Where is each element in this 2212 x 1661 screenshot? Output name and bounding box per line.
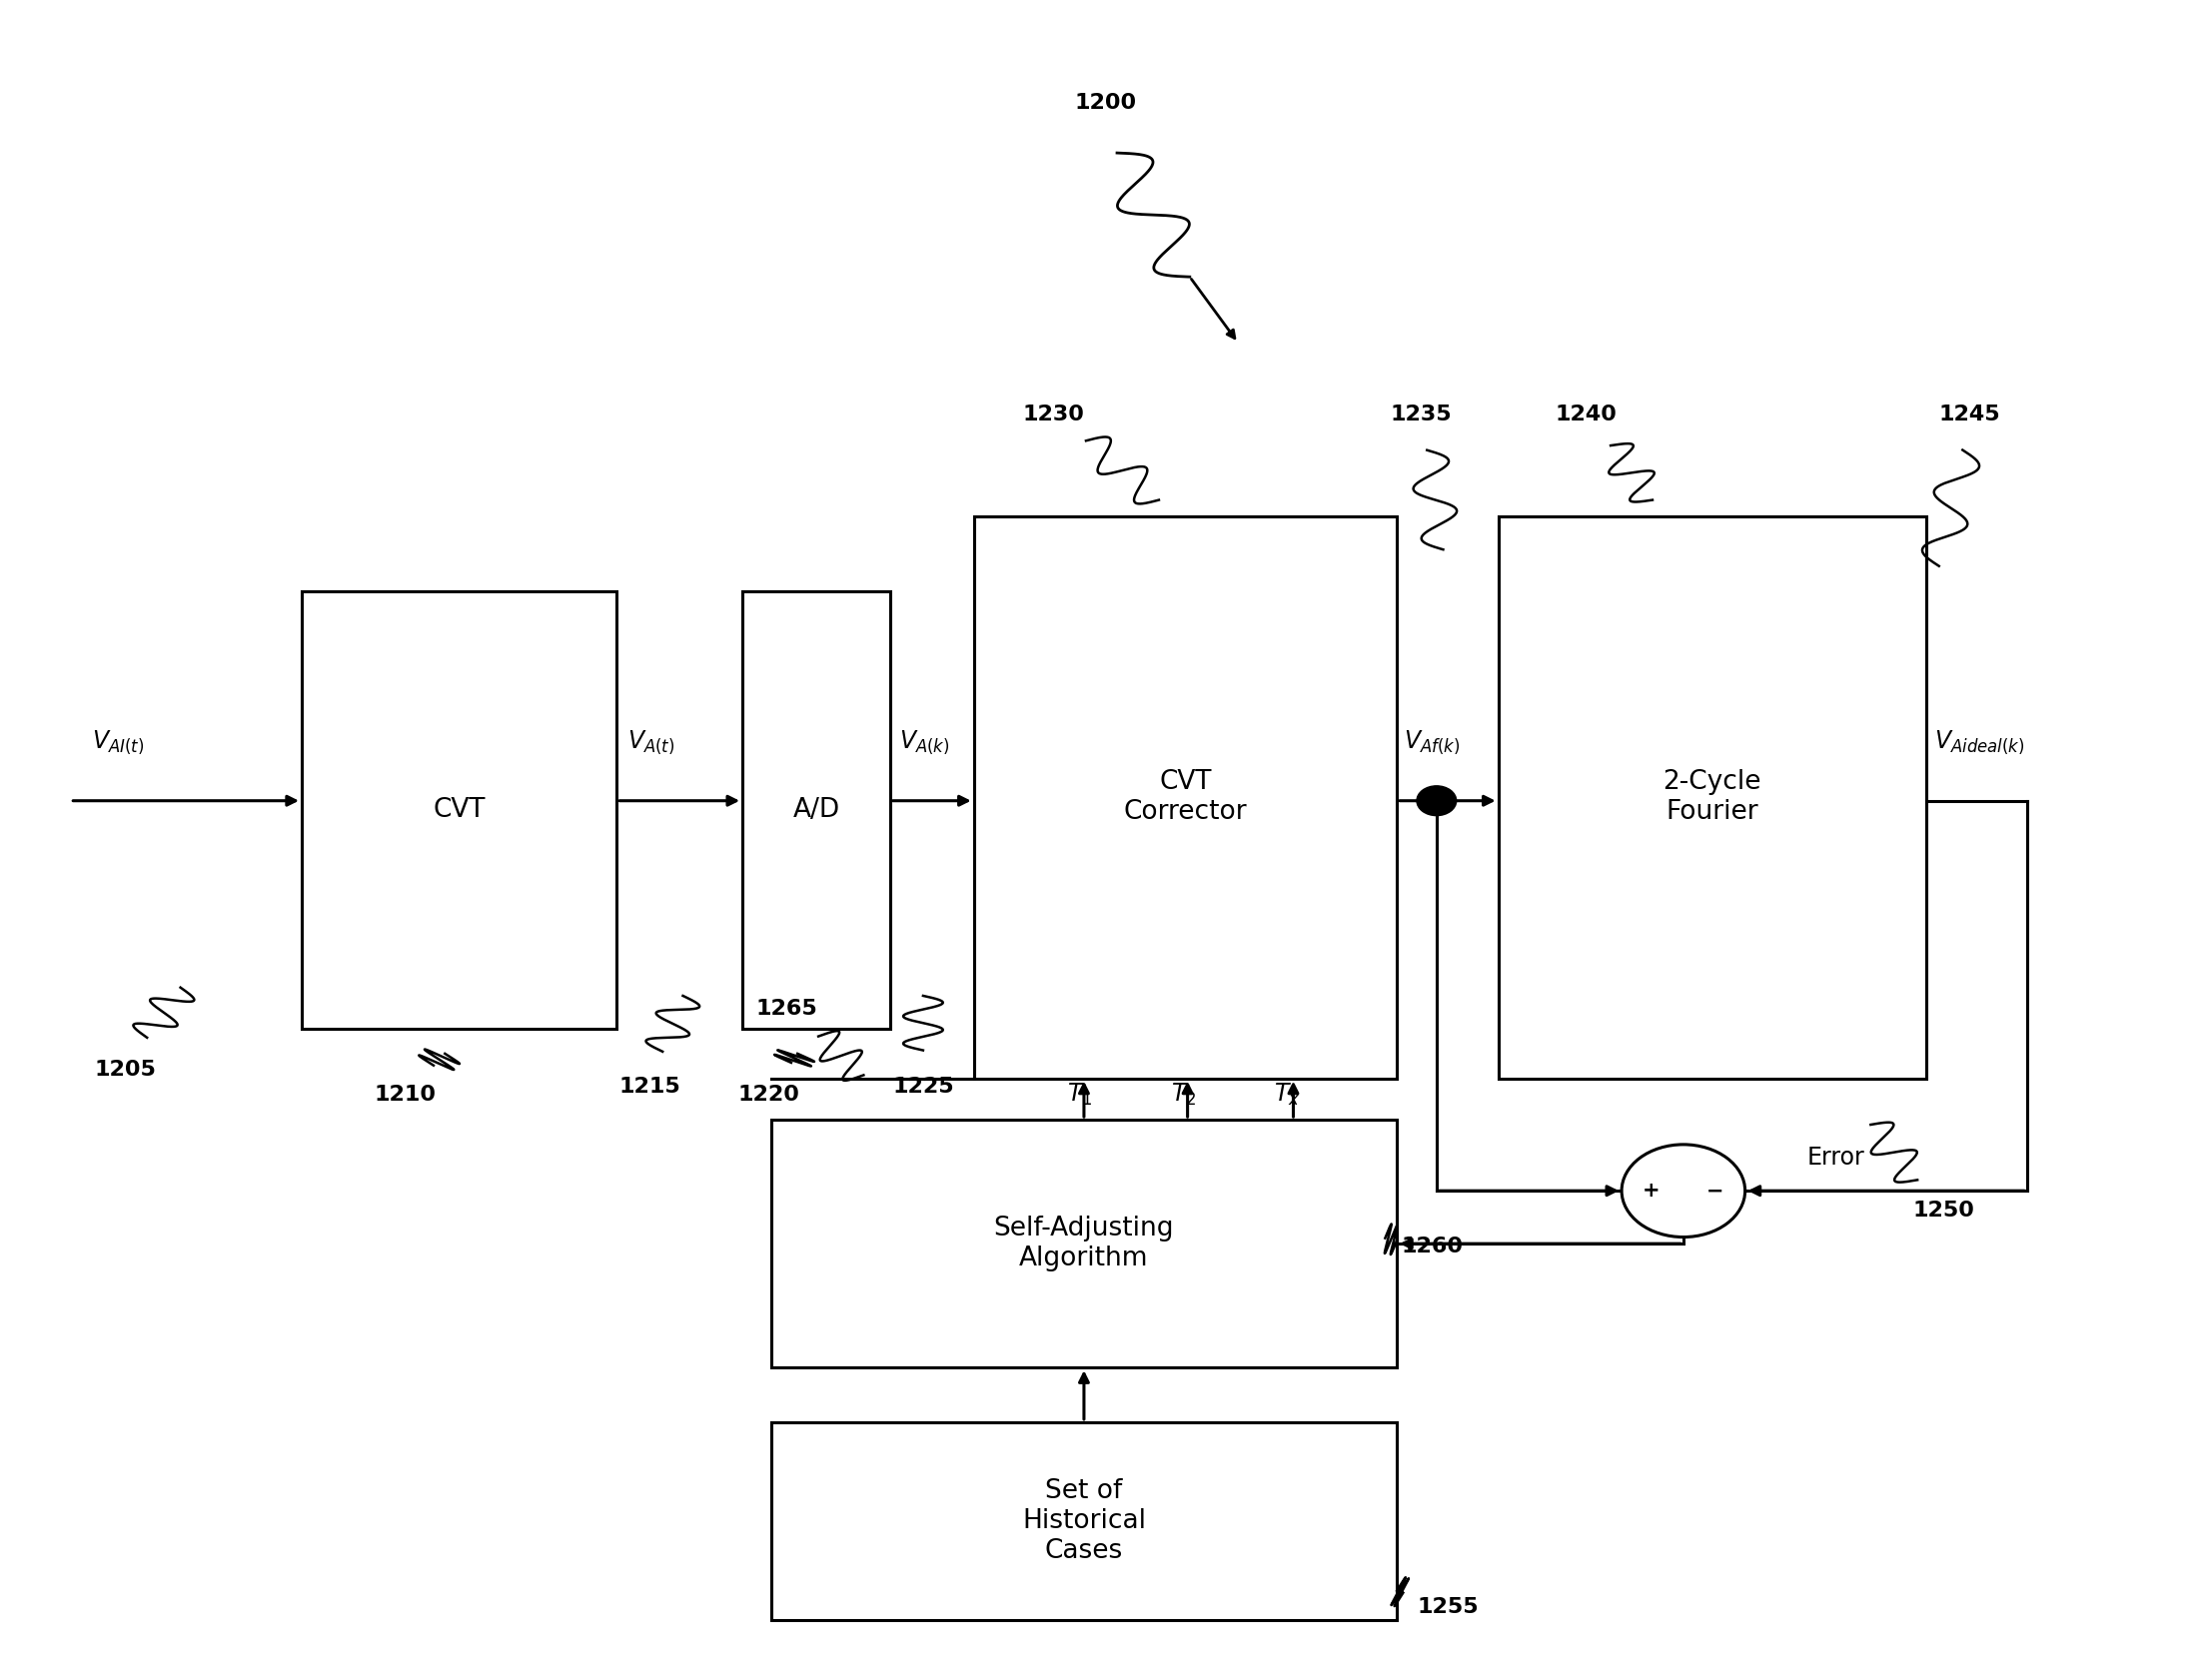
Text: $V_{Af(k)}$: $V_{Af(k)}$ <box>1402 729 1460 756</box>
Text: 1220: 1220 <box>739 1085 801 1105</box>
Text: Set of
Historical
Cases: Set of Historical Cases <box>1022 1478 1146 1565</box>
Bar <box>743 591 889 1028</box>
Text: 1205: 1205 <box>95 1060 157 1080</box>
Text: 1215: 1215 <box>619 1076 681 1096</box>
Text: 1260: 1260 <box>1400 1237 1462 1257</box>
Text: A/D: A/D <box>792 797 841 822</box>
Bar <box>1498 517 1927 1078</box>
Text: CVT
Corrector: CVT Corrector <box>1124 769 1248 826</box>
Text: 1255: 1255 <box>1416 1598 1478 1618</box>
Text: $V_{AI(t)}$: $V_{AI(t)}$ <box>93 729 144 756</box>
Bar <box>772 1120 1398 1367</box>
Text: +: + <box>1644 1181 1659 1201</box>
Text: 2-Cycle
Fourier: 2-Cycle Fourier <box>1663 769 1761 826</box>
Text: $V_{A(t)}$: $V_{A(t)}$ <box>628 729 675 756</box>
Text: $V_{A(k)}$: $V_{A(k)}$ <box>898 729 949 756</box>
Text: −: − <box>1708 1181 1723 1201</box>
Text: Error: Error <box>1807 1146 1865 1169</box>
Text: $T_2$: $T_2$ <box>1170 1081 1197 1108</box>
Circle shape <box>1621 1144 1745 1237</box>
Bar <box>301 591 617 1028</box>
Text: 1235: 1235 <box>1391 404 1451 424</box>
Circle shape <box>1416 786 1455 816</box>
Text: 1210: 1210 <box>374 1085 436 1105</box>
Text: 1245: 1245 <box>1940 404 2000 424</box>
Text: 1250: 1250 <box>1913 1201 1975 1221</box>
Bar <box>973 517 1398 1078</box>
Bar <box>772 1422 1398 1621</box>
Text: 1200: 1200 <box>1075 93 1137 113</box>
Text: 1230: 1230 <box>1022 404 1084 424</box>
Text: $T_1$: $T_1$ <box>1066 1081 1093 1108</box>
Text: $V_{Aideal(k)}$: $V_{Aideal(k)}$ <box>1936 729 2024 756</box>
Text: 1225: 1225 <box>891 1076 953 1096</box>
Text: 1240: 1240 <box>1555 404 1617 424</box>
Text: Self-Adjusting
Algorithm: Self-Adjusting Algorithm <box>993 1216 1175 1272</box>
Text: 1265: 1265 <box>757 998 816 1018</box>
Text: $T_x$: $T_x$ <box>1274 1081 1301 1108</box>
Text: CVT: CVT <box>434 797 484 822</box>
